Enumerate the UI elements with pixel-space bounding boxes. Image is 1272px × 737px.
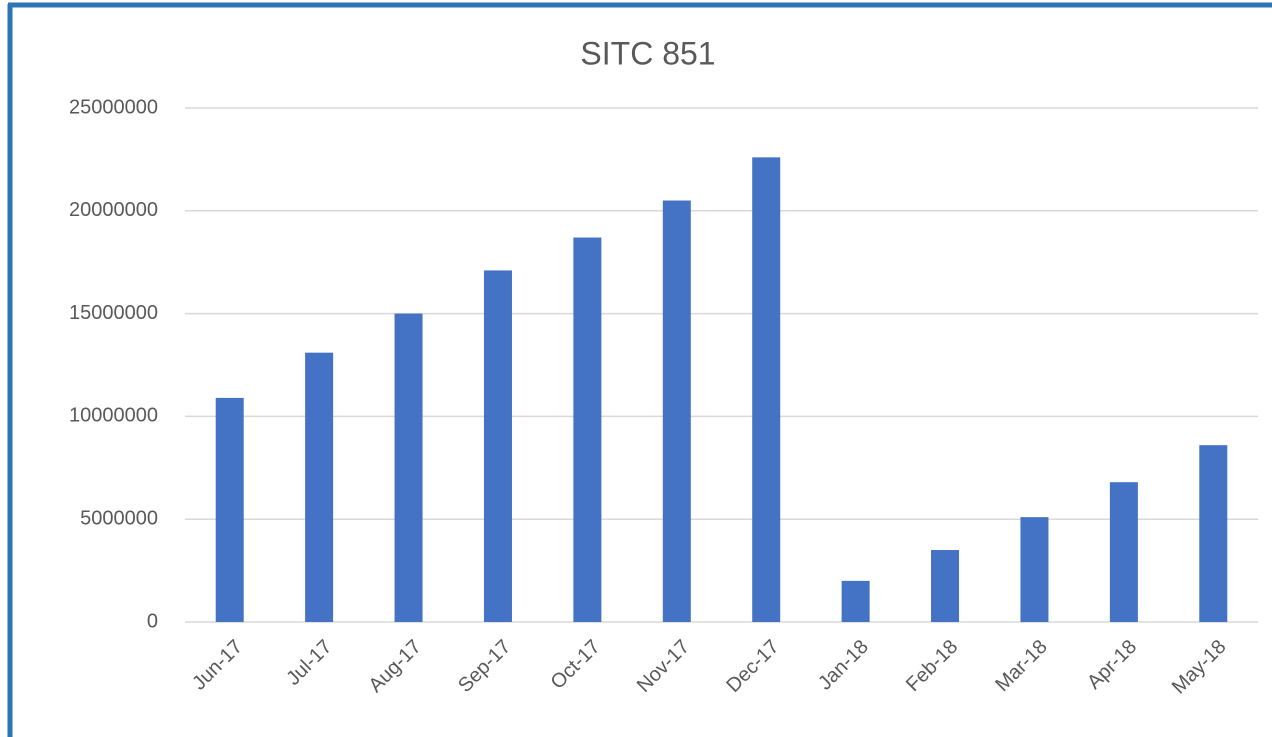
bar	[1199, 445, 1228, 622]
bar	[752, 157, 781, 622]
y-tick-label: 0	[147, 610, 158, 632]
y-tick-label: 5000000	[80, 507, 158, 529]
chart-title: SITC 851	[580, 35, 715, 71]
y-tick-label: 10000000	[69, 405, 158, 427]
bar	[394, 313, 423, 622]
bar	[215, 397, 244, 622]
bar	[662, 200, 691, 622]
y-tick-label: 25000000	[69, 96, 158, 118]
bar	[931, 550, 960, 622]
y-tick-label: 20000000	[69, 199, 158, 221]
bar	[841, 580, 870, 622]
bar	[305, 352, 334, 622]
bar	[1020, 517, 1049, 622]
bar	[1109, 482, 1138, 622]
bar	[483, 270, 512, 622]
y-tick-label: 15000000	[69, 302, 158, 324]
bar	[573, 237, 602, 622]
